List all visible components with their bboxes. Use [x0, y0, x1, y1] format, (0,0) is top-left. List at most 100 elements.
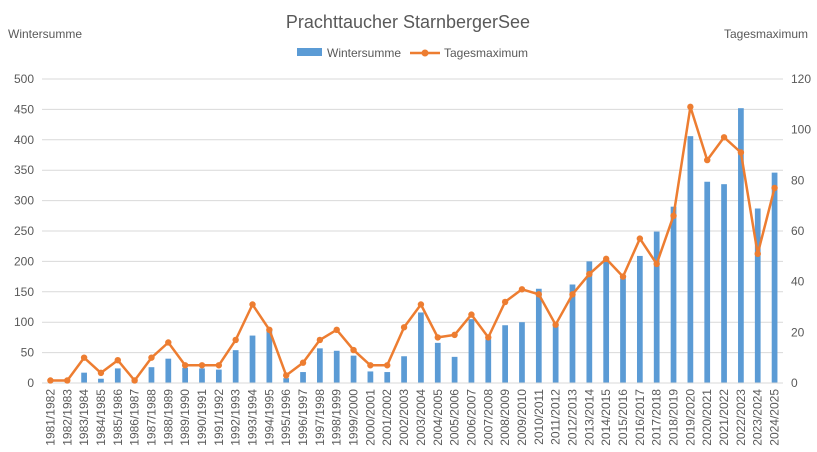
point-tagesmaximum [198, 362, 206, 369]
y-tick-right-label: 60 [791, 224, 805, 238]
legend: Wintersumme Tagesmaximum [297, 46, 528, 60]
x-tick-label: 2006/2007 [464, 389, 478, 446]
point-tagesmaximum [367, 362, 374, 369]
x-tick-label: 2005/2006 [448, 389, 462, 446]
point-tagesmaximum [754, 250, 761, 257]
x-tick-label: 1983/1984 [77, 389, 91, 446]
y-tick-left-label: 150 [14, 285, 34, 299]
x-tick-label: 1994/1995 [262, 389, 276, 446]
x-tick-label: 1992/1993 [229, 389, 243, 446]
bar-wintersumme [468, 319, 475, 383]
point-tagesmaximum [653, 260, 660, 268]
line-series [47, 103, 778, 384]
point-tagesmaximum [434, 334, 441, 341]
x-tick-label: 2008/2009 [498, 389, 512, 446]
bar-wintersumme [215, 369, 222, 383]
bar-wintersumme [384, 372, 391, 383]
bar-wintersumme [771, 172, 778, 383]
point-tagesmaximum [535, 291, 543, 298]
legend-label-wintersumme: Wintersumme [327, 46, 401, 60]
point-tagesmaximum [148, 354, 155, 361]
x-tick-label: 2022/2023 [734, 389, 748, 446]
point-tagesmaximum [47, 377, 54, 384]
point-tagesmaximum [181, 362, 189, 369]
x-tick-label: 2017/2018 [650, 389, 664, 446]
y-tick-left-label: 450 [14, 102, 34, 116]
point-tagesmaximum [518, 286, 526, 293]
x-tick-label: 2021/2022 [717, 389, 731, 446]
point-tagesmaximum [384, 362, 391, 369]
bar-wintersumme [569, 284, 576, 383]
point-tagesmaximum [316, 336, 324, 344]
point-tagesmaximum [417, 301, 425, 308]
x-tick-label: 2000/2001 [363, 389, 377, 446]
bar-wintersumme [704, 181, 711, 383]
point-tagesmaximum [602, 255, 610, 263]
bar-wintersumme [266, 328, 273, 383]
bar-wintersumme [670, 206, 677, 383]
point-tagesmaximum [586, 270, 593, 278]
point-tagesmaximum [771, 184, 778, 192]
legend-marker-tagesmaximum [421, 49, 429, 57]
y-tick-right-label: 80 [791, 173, 805, 187]
x-tick-label: 1990/1991 [195, 389, 209, 446]
x-tick-label: 2023/2024 [751, 389, 765, 446]
point-tagesmaximum [737, 149, 745, 156]
bar-wintersumme [754, 208, 761, 383]
bar-wintersumme [653, 231, 660, 383]
y-tick-left-label: 50 [21, 346, 35, 360]
x-tick-label: 1993/1994 [246, 389, 260, 446]
x-tick-label: 2010/2011 [532, 389, 546, 445]
bar-wintersumme [148, 367, 155, 383]
point-tagesmaximum [485, 334, 492, 341]
y-tick-right-label: 100 [791, 123, 811, 137]
point-tagesmaximum [552, 321, 559, 328]
bar-wintersumme [182, 367, 189, 383]
x-tick-label: 2003/2004 [414, 389, 428, 446]
point-tagesmaximum [282, 372, 290, 379]
x-tick-label: 2016/2017 [633, 389, 647, 446]
bar-wintersumme [81, 372, 87, 383]
x-tick-label: 1996/1997 [296, 389, 310, 446]
bar-wintersumme [232, 350, 239, 383]
x-tick-label: 1982/1983 [60, 389, 74, 446]
x-tick-label: 2007/2008 [481, 389, 495, 446]
y-tick-left-label: 500 [14, 72, 34, 86]
x-tick-label: 1988/1989 [161, 389, 175, 446]
point-tagesmaximum [720, 134, 728, 141]
bar-wintersumme [485, 339, 492, 383]
line-tagesmaximum [50, 105, 776, 382]
x-tick-label: 1991/1992 [212, 389, 226, 446]
x-tick-label: 2015/2016 [616, 389, 630, 446]
x-tick-label: 1995/1996 [279, 389, 293, 446]
bar-wintersumme [738, 108, 744, 384]
point-tagesmaximum [451, 331, 458, 339]
y-tick-right-label: 20 [791, 325, 805, 339]
bar-wintersumme [317, 348, 323, 383]
bar-wintersumme [603, 259, 610, 383]
point-tagesmaximum [97, 369, 105, 377]
bar-wintersumme [451, 356, 458, 383]
point-tagesmaximum [299, 359, 307, 366]
bar-wintersumme [502, 325, 508, 383]
point-tagesmaximum [215, 362, 223, 369]
legend-label-tagesmaximum: Tagesmaximum [444, 46, 528, 60]
x-tick-label: 1989/1990 [178, 389, 192, 446]
x-tick-label: 1984/1985 [94, 389, 108, 446]
x-tick-label: 1987/1988 [144, 389, 158, 446]
x-tick-label: 2002/2003 [397, 389, 411, 446]
point-tagesmaximum [266, 326, 273, 333]
bar-wintersumme [350, 355, 357, 383]
bar-wintersumme [721, 184, 727, 383]
point-tagesmaximum [114, 357, 121, 364]
bar-wintersumme [418, 312, 424, 383]
point-tagesmaximum [501, 298, 509, 306]
gridlines [42, 78, 783, 354]
point-tagesmaximum [704, 156, 711, 164]
x-tick-label: 2020/2021 [700, 389, 714, 446]
x-tick-label: 2004/2005 [431, 389, 445, 446]
x-tick-label: 2009/2010 [515, 389, 529, 446]
point-tagesmaximum [687, 103, 694, 111]
